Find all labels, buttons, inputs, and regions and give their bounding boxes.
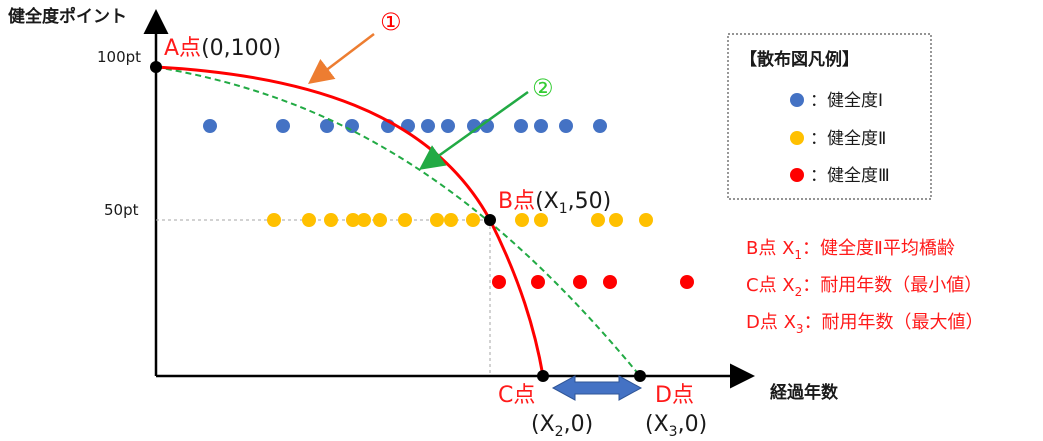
- curve-2-callout-arrow: [418, 90, 529, 170]
- legend-label-health-3: ：健全度Ⅲ: [810, 166, 890, 186]
- point-a: [150, 61, 162, 73]
- scatter-health-1: [203, 119, 607, 133]
- scatter-point-health-3: [531, 275, 545, 289]
- scatter-point-health-2: [609, 213, 623, 227]
- curve-1-callout-arrow: [308, 33, 375, 85]
- scatter-point-health-1: [559, 119, 573, 133]
- point-d-coord: (X3,0): [645, 412, 707, 440]
- scatter-point-health-1: [320, 119, 334, 133]
- x-axis-title: 経過年数: [770, 382, 839, 403]
- scatter-point-health-2: [444, 213, 458, 227]
- legend-dot-health-2: [790, 131, 804, 145]
- note-c-x2: C点 X2：耐用年数（最小値）: [746, 275, 982, 299]
- legend-label-health-1: ：健全度Ⅰ: [810, 91, 883, 111]
- scatter-point-health-3: [603, 275, 617, 289]
- scatter-point-health-1: [345, 119, 359, 133]
- y-tick-50: 50pt: [104, 201, 139, 219]
- scatter-point-health-3: [680, 275, 694, 289]
- legend-box: [727, 33, 932, 200]
- note-b-x1: B点 X1：健全度Ⅱ平均橋齢: [746, 238, 955, 262]
- scatter-point-health-1: [514, 119, 528, 133]
- scatter-point-health-2: [591, 213, 605, 227]
- y-tick-100: 100pt: [97, 48, 141, 66]
- scatter-point-health-2: [430, 213, 444, 227]
- legend-dot-health-1: [790, 93, 804, 107]
- point-c: [537, 370, 549, 382]
- scatter-point-health-2: [515, 213, 529, 227]
- scatter-point-health-3: [492, 275, 506, 289]
- scatter-health-2: [267, 213, 653, 227]
- scatter-point-health-1: [593, 119, 607, 133]
- point-a-label: A点(0,100): [164, 36, 281, 61]
- scatter-point-health-1: [534, 119, 548, 133]
- scatter-point-health-2: [534, 213, 548, 227]
- point-b: [484, 214, 496, 226]
- curve-2-marker: ②: [532, 74, 554, 102]
- scatter-point-health-2: [639, 213, 653, 227]
- scatter-point-health-1: [421, 119, 435, 133]
- point-d-name: D点: [655, 383, 694, 408]
- scatter-point-health-1: [203, 119, 217, 133]
- scatter-point-health-2: [373, 213, 387, 227]
- point-c-name: C点: [498, 383, 535, 408]
- scatter-point-health-1: [276, 119, 290, 133]
- point-b-label: B点(X1,50): [498, 189, 611, 217]
- legend-title: 【散布図凡例】: [740, 49, 859, 70]
- curve-1-marker: ①: [380, 8, 402, 36]
- curve-1-solid: [155, 65, 545, 377]
- scatter-point-health-3: [573, 275, 587, 289]
- scatter-point-health-2: [346, 213, 360, 227]
- scatter-point-health-2: [302, 213, 316, 227]
- point-d: [634, 370, 646, 382]
- scatter-point-health-2: [357, 213, 371, 227]
- y-axis-title: 健全度ポイント: [8, 6, 127, 27]
- legend-dot-health-3: [790, 168, 804, 182]
- point-c-coord: (X2,0): [531, 412, 593, 440]
- note-d-x3: D点 X3：耐用年数（最大値）: [746, 312, 984, 336]
- legend-label-health-2: ：健全度Ⅱ: [810, 129, 886, 149]
- scatter-point-health-2: [324, 213, 338, 227]
- scatter-point-health-2: [466, 213, 480, 227]
- scatter-point-health-2: [398, 213, 412, 227]
- scatter-health-3: [492, 275, 694, 289]
- curve-2-dashed: [155, 66, 641, 377]
- range-double-arrow: [551, 375, 643, 401]
- scatter-point-health-1: [441, 119, 455, 133]
- scatter-point-health-2: [267, 213, 281, 227]
